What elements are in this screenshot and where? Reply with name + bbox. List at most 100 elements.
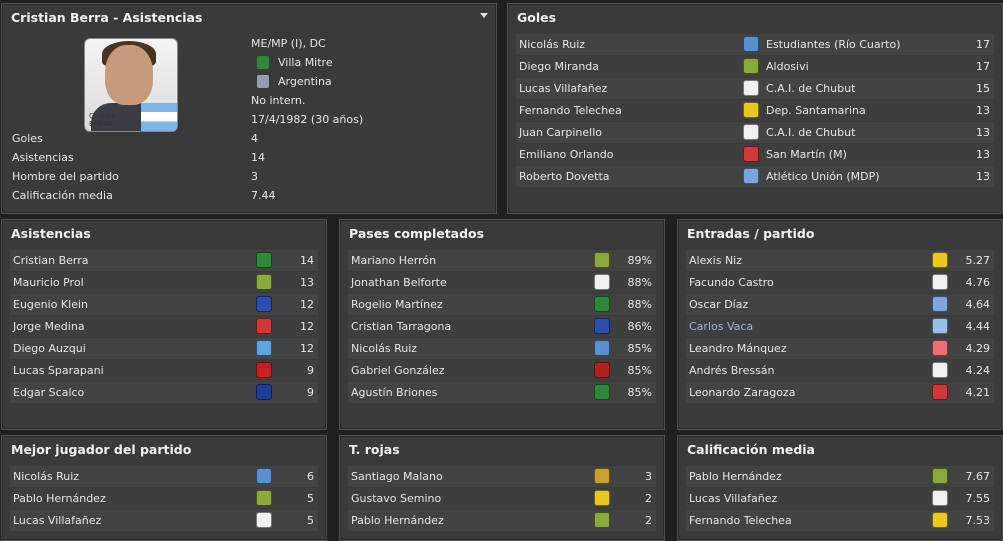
player-name[interactable]: Nicolás Ruiz xyxy=(13,470,80,483)
player-name[interactable]: Jonathan Belforte xyxy=(351,276,447,289)
stat-value: 13 xyxy=(300,276,314,289)
asistencias-row[interactable]: Jorge Medina 12 xyxy=(10,316,318,337)
player-name[interactable]: Nicolás Ruiz xyxy=(351,342,418,355)
player-name[interactable]: Diego Miranda xyxy=(519,60,600,73)
player-name[interactable]: Edgar Scalco xyxy=(13,386,85,399)
calif-row[interactable]: Lucas Villafañez 7.55 xyxy=(686,488,994,509)
player-name[interactable]: Carlos Vaca xyxy=(689,320,754,333)
player-name[interactable]: Andrés Bressán xyxy=(689,364,775,377)
team-name[interactable]: Dep. Santamarina xyxy=(766,104,866,117)
player-name[interactable]: Fernando Telechea xyxy=(519,104,622,117)
asistencias-row[interactable]: Edgar Scalco 9 xyxy=(10,382,318,403)
pases-panel: Pases completados Mariano Herrón 89% Jonat… xyxy=(339,219,665,430)
player-name[interactable]: Diego Auzqui xyxy=(13,342,86,355)
pases-row[interactable]: Jonathan Belforte 88% xyxy=(348,272,656,293)
stat-value: 88% xyxy=(627,298,652,311)
player-name[interactable]: Lucas Villafañez xyxy=(689,492,778,505)
player-name[interactable]: Oscar Díaz xyxy=(689,298,749,311)
club-badge-icon xyxy=(256,274,272,290)
mejor-row[interactable]: Pablo Hernández 5 xyxy=(10,488,318,509)
asistencias-row[interactable]: Mauricio Prol 13 xyxy=(10,272,318,293)
player-name[interactable]: Facundo Castro xyxy=(689,276,774,289)
player-name[interactable]: Agustín Briones xyxy=(351,386,438,399)
stat-value-calificacion: 7.44 xyxy=(251,189,276,202)
chevron-down-icon[interactable] xyxy=(480,13,488,18)
player-name[interactable]: Lucas Villafañez xyxy=(13,514,102,527)
pases-row[interactable]: Gabriel González 85% xyxy=(348,360,656,381)
player-name[interactable]: Roberto Dovetta xyxy=(519,170,610,183)
mejor-row[interactable]: Nicolás Ruiz 6 xyxy=(10,466,318,487)
entradas-row[interactable]: Oscar Díaz 4.64 xyxy=(686,294,994,315)
player-name[interactable]: Fernando Telechea xyxy=(689,514,792,527)
player-name[interactable]: Leandro Mánquez xyxy=(689,342,787,355)
player-name[interactable]: Juan Carpinello xyxy=(519,126,602,139)
rojas-row[interactable]: Gustavo Semino 2 xyxy=(348,488,656,509)
player-name[interactable]: Nicolás Ruiz xyxy=(519,38,586,51)
goles-row[interactable]: Emiliano Orlando San Martín (M) 13 xyxy=(516,144,994,165)
pases-row[interactable]: Mariano Herrón 89% xyxy=(348,250,656,271)
pases-row[interactable]: Agustín Briones 85% xyxy=(348,382,656,403)
pases-row[interactable]: Cristian Tarragona 86% xyxy=(348,316,656,337)
asistencias-row[interactable]: Cristian Berra 14 xyxy=(10,250,318,271)
team-name[interactable]: C.A.I. de Chubut xyxy=(766,82,856,95)
player-name[interactable]: Jorge Medina xyxy=(13,320,85,333)
player-name[interactable]: Cristian Berra xyxy=(13,254,89,267)
entradas-row[interactable]: Andrés Bressán 4.24 xyxy=(686,360,994,381)
player-name[interactable]: Pablo Hernández xyxy=(351,514,444,527)
calif-row[interactable]: Pablo Hernández 7.67 xyxy=(686,466,994,487)
player-nation[interactable]: Argentina xyxy=(278,75,332,88)
entradas-row[interactable]: Leandro Mánquez 4.29 xyxy=(686,338,994,359)
player-name[interactable]: Lucas Villafañez xyxy=(519,82,608,95)
profile-title: Cristian Berra - Asistencias xyxy=(11,10,203,25)
team-name[interactable]: Atlético Unión (MDP) xyxy=(766,170,880,183)
club-badge-icon xyxy=(594,384,610,400)
goles-row[interactable]: Juan Carpinello C.A.I. de Chubut 13 xyxy=(516,122,994,143)
asistencias-row[interactable]: Diego Auzqui 12 xyxy=(10,338,318,359)
player-name[interactable]: Rogelio Martínez xyxy=(351,298,443,311)
goles-row[interactable]: Roberto Dovetta Atlético Unión (MDP) 13 xyxy=(516,166,994,187)
player-name[interactable]: Alexis Niz xyxy=(689,254,743,267)
team-name[interactable]: Estudiantes (Río Cuarto) xyxy=(766,38,901,51)
rojas-row[interactable]: Pablo Hernández 2 xyxy=(348,510,656,531)
player-name[interactable]: Eugenio Klein xyxy=(13,298,88,311)
goles-row[interactable]: Fernando Telechea Dep. Santamarina 13 xyxy=(516,100,994,121)
entradas-row[interactable]: Alexis Niz 5.27 xyxy=(686,250,994,271)
player-name[interactable]: Santiago Malano xyxy=(351,470,443,483)
player-name[interactable]: Gabriel González xyxy=(351,364,445,377)
club-badge-icon xyxy=(932,274,948,290)
asistencias-row[interactable]: Lucas Sparapani 9 xyxy=(10,360,318,381)
player-name[interactable]: Pablo Hernández xyxy=(689,470,782,483)
stat-label-calificacion: Calificación media xyxy=(12,189,113,202)
team-name[interactable]: Aldosivi xyxy=(766,60,809,73)
pases-row[interactable]: Rogelio Martínez 88% xyxy=(348,294,656,315)
player-name[interactable]: Gustavo Semino xyxy=(351,492,442,505)
rojas-row[interactable]: Santiago Malano 3 xyxy=(348,466,656,487)
goles-row[interactable]: Diego Miranda Aldosivi 17 xyxy=(516,56,994,77)
entradas-row[interactable]: Carlos Vaca 4.44 xyxy=(686,316,994,337)
calif-row[interactable]: Fernando Telechea 7.53 xyxy=(686,510,994,531)
team-name[interactable]: C.A.I. de Chubut xyxy=(766,126,856,139)
player-name[interactable]: Mauricio Prol xyxy=(13,276,84,289)
entradas-row[interactable]: Facundo Castro 4.76 xyxy=(686,272,994,293)
entradas-row[interactable]: Leonardo Zaragoza 4.21 xyxy=(686,382,994,403)
stat-value: 13 xyxy=(976,148,990,161)
mejor-row[interactable]: Lucas Villafañez 5 xyxy=(10,510,318,531)
club-badge-icon xyxy=(256,296,272,312)
player-name[interactable]: Cristian Tarragona xyxy=(351,320,452,333)
stat-value: 13 xyxy=(976,126,990,139)
team-name[interactable]: San Martín (M) xyxy=(766,148,847,161)
club-badge-icon xyxy=(594,274,610,290)
calif-panel: Calificación media Pablo Hernández 7.67 Lu… xyxy=(677,435,1003,541)
club-badge-icon xyxy=(932,318,948,334)
player-name[interactable]: Pablo Hernández xyxy=(13,492,106,505)
goles-row[interactable]: Lucas Villafañez C.A.I. de Chubut 15 xyxy=(516,78,994,99)
player-name[interactable]: Emiliano Orlando xyxy=(519,148,614,161)
goles-row[interactable]: Nicolás Ruiz Estudiantes (Río Cuarto) 17 xyxy=(516,34,994,55)
asistencias-row[interactable]: Eugenio Klein 12 xyxy=(10,294,318,315)
player-name[interactable]: Lucas Sparapani xyxy=(13,364,104,377)
player-club[interactable]: Villa Mitre xyxy=(278,56,333,69)
pases-row[interactable]: Nicolás Ruiz 85% xyxy=(348,338,656,359)
stat-value: 7.53 xyxy=(965,514,991,527)
player-name[interactable]: Mariano Herrón xyxy=(351,254,437,267)
player-name[interactable]: Leonardo Zaragoza xyxy=(689,386,796,399)
